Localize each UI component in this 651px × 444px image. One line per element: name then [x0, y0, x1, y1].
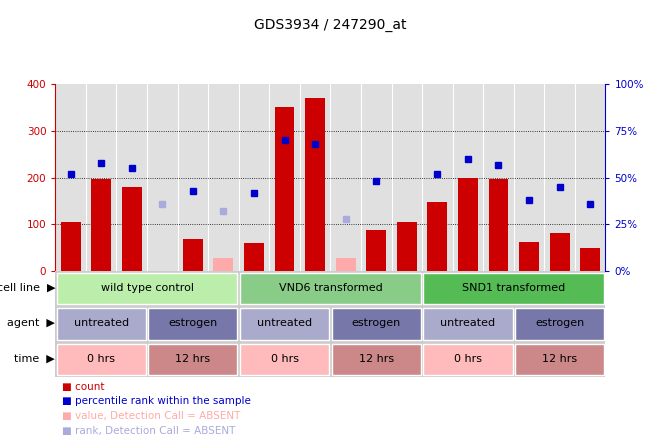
Bar [458, 178, 478, 271]
Text: untreated: untreated [74, 318, 129, 329]
FancyBboxPatch shape [423, 309, 512, 340]
Bar [367, 230, 386, 271]
Text: wild type control: wild type control [100, 283, 193, 293]
Text: 0 hrs: 0 hrs [454, 354, 482, 364]
Bar [244, 243, 264, 271]
FancyBboxPatch shape [331, 309, 421, 340]
FancyBboxPatch shape [423, 273, 604, 304]
Text: untreated: untreated [440, 318, 495, 329]
Bar [397, 222, 417, 271]
Bar [91, 179, 111, 271]
Bar [519, 242, 539, 271]
FancyBboxPatch shape [240, 309, 329, 340]
Bar [580, 249, 600, 271]
Bar [122, 187, 142, 271]
Text: 12 hrs: 12 hrs [175, 354, 210, 364]
Bar [61, 222, 81, 271]
Text: time  ▶: time ▶ [14, 354, 55, 364]
Text: ■ percentile rank within the sample: ■ percentile rank within the sample [62, 396, 251, 407]
Bar [305, 99, 325, 271]
Text: GDS3934 / 247290_at: GDS3934 / 247290_at [254, 18, 407, 32]
Text: 12 hrs: 12 hrs [542, 354, 577, 364]
Text: ■ count: ■ count [62, 382, 104, 392]
Text: estrogen: estrogen [352, 318, 401, 329]
FancyBboxPatch shape [57, 344, 146, 375]
FancyBboxPatch shape [423, 344, 512, 375]
Text: estrogen: estrogen [168, 318, 217, 329]
Text: 12 hrs: 12 hrs [359, 354, 394, 364]
Bar [214, 258, 233, 271]
Text: estrogen: estrogen [535, 318, 584, 329]
Text: untreated: untreated [257, 318, 312, 329]
Text: agent  ▶: agent ▶ [7, 318, 55, 329]
Text: ■ value, Detection Call = ABSENT: ■ value, Detection Call = ABSENT [62, 411, 240, 421]
Text: ■ rank, Detection Call = ABSENT: ■ rank, Detection Call = ABSENT [62, 426, 235, 436]
FancyBboxPatch shape [57, 273, 238, 304]
FancyBboxPatch shape [148, 309, 238, 340]
Bar [428, 202, 447, 271]
Text: 0 hrs: 0 hrs [271, 354, 299, 364]
Text: cell line  ▶: cell line ▶ [0, 283, 55, 293]
FancyBboxPatch shape [57, 309, 146, 340]
Text: SND1 transformed: SND1 transformed [462, 283, 565, 293]
FancyBboxPatch shape [240, 344, 329, 375]
FancyBboxPatch shape [148, 344, 238, 375]
Bar [183, 239, 203, 271]
FancyBboxPatch shape [515, 309, 604, 340]
FancyBboxPatch shape [240, 273, 421, 304]
Bar [336, 258, 355, 271]
FancyBboxPatch shape [515, 344, 604, 375]
Bar [549, 233, 570, 271]
FancyBboxPatch shape [331, 344, 421, 375]
Text: VND6 transformed: VND6 transformed [279, 283, 382, 293]
Bar [488, 179, 508, 271]
Text: 0 hrs: 0 hrs [87, 354, 115, 364]
Bar [275, 107, 294, 271]
